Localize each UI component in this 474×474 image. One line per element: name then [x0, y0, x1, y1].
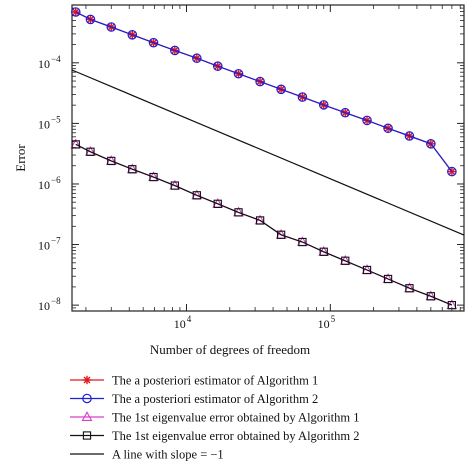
- data-point: [86, 147, 95, 156]
- legend-label: The a posteriori estimator of Algorithm …: [112, 374, 318, 388]
- data-point: [127, 29, 138, 40]
- plot-frame: [71, 4, 465, 312]
- legend-label: The 1st eigenvalue error obtained by Alg…: [112, 429, 360, 443]
- series-layer: [70, 7, 465, 310]
- legend-marker: [82, 393, 92, 404]
- y-tick-exponent: −7: [51, 236, 61, 246]
- x-tick-exponent: 5: [331, 314, 336, 324]
- data-point: [148, 37, 159, 48]
- legend-label: A line with slope = −1: [112, 448, 224, 462]
- data-point: [128, 165, 137, 174]
- x-tick-label: 105: [318, 314, 336, 331]
- data-point: [233, 68, 244, 79]
- y-axis-title: Error: [13, 144, 28, 172]
- data-point: [298, 237, 307, 247]
- data-point: [234, 208, 243, 217]
- series-5: [71, 69, 465, 236]
- asterisk-stroke: [72, 8, 80, 16]
- legend-marker: [82, 431, 92, 440]
- series-line: [71, 69, 465, 236]
- x-tick-label: 104: [174, 314, 192, 331]
- data-point: [106, 22, 117, 32]
- series-line: [75, 11, 453, 172]
- data-point: [447, 300, 457, 310]
- data-point: [297, 92, 308, 102]
- x-tick-exponent: 4: [187, 314, 192, 324]
- data-point: [426, 139, 436, 149]
- data-point: [318, 100, 329, 110]
- data-point: [170, 45, 180, 56]
- y-tick-label: 10−7: [38, 236, 61, 253]
- y-tick-exponent: −8: [51, 296, 61, 306]
- legend-label: The 1st eigenvalue error obtained by Alg…: [112, 411, 360, 425]
- series-2: [70, 7, 457, 177]
- data-point: [192, 53, 202, 64]
- series-4: [71, 140, 457, 310]
- data-point: [149, 172, 158, 182]
- data-point: [170, 181, 179, 190]
- data-point: [213, 199, 222, 208]
- asterisk-stroke: [83, 376, 91, 384]
- y-tick-exponent: −5: [51, 114, 61, 124]
- series-line: [75, 143, 453, 306]
- data-point: [276, 84, 286, 95]
- y-tick-label: 10−4: [38, 54, 61, 71]
- data-point: [383, 274, 393, 284]
- y-tick-label: 10−5: [38, 114, 61, 131]
- data-point: [70, 7, 81, 17]
- data-point: [255, 216, 265, 225]
- y-tick-exponent: −4: [51, 54, 61, 64]
- data-point: [426, 292, 436, 301]
- data-point: [447, 166, 457, 177]
- data-point: [341, 256, 350, 265]
- data-point: [383, 123, 393, 134]
- data-point: [362, 115, 372, 126]
- data-point: [107, 156, 116, 166]
- legend-marker: [82, 375, 92, 385]
- data-point: [405, 284, 414, 293]
- legend-label: The a posteriori estimator of Algorithm …: [112, 392, 318, 406]
- data-point: [255, 76, 265, 87]
- legend: The a posteriori estimator of Algorithm …: [70, 374, 360, 462]
- data-point: [362, 265, 372, 275]
- y-tick-exponent: −6: [51, 175, 61, 185]
- data-point: [71, 140, 80, 149]
- x-axis-title: Number of degrees of freedom: [150, 342, 310, 357]
- data-point: [404, 131, 415, 141]
- data-point: [85, 14, 96, 25]
- data-point: [192, 191, 201, 200]
- data-point: [319, 247, 328, 256]
- y-tick-label: 10−8: [38, 296, 61, 313]
- data-point: [71, 7, 80, 17]
- data-point: [340, 107, 351, 118]
- data-point: [212, 61, 223, 71]
- legend-marker: [81, 411, 93, 421]
- data-point: [276, 230, 286, 239]
- axis-ticks: 104 105 10−8 10−7 10−6 10−5 10−4: [38, 5, 464, 331]
- y-tick-label: 10−6: [38, 175, 61, 192]
- series-line: [75, 143, 453, 306]
